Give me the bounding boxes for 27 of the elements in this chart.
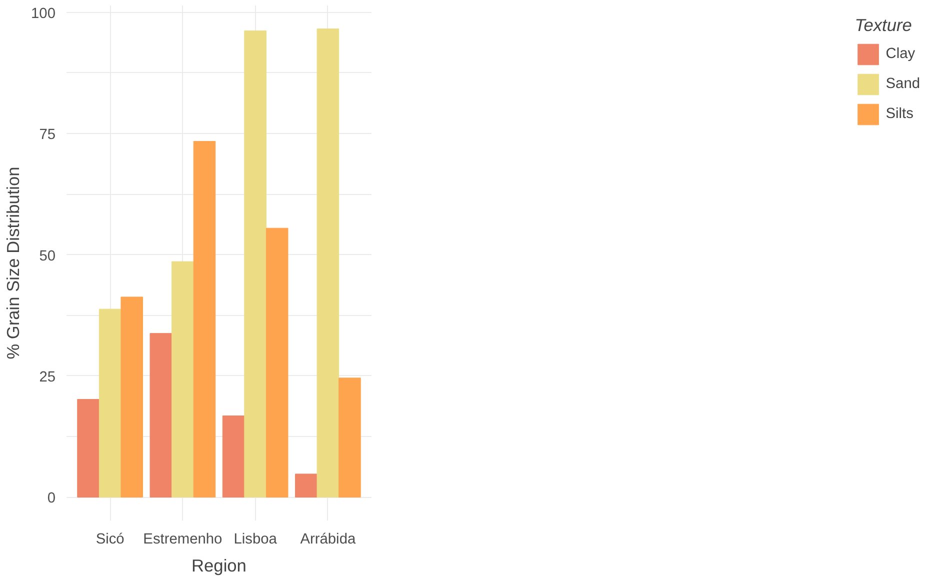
bar (172, 261, 194, 498)
y-tick-label: 0 (47, 490, 56, 507)
legend-label: Silts (886, 106, 914, 122)
legend-title: Texture (854, 15, 913, 36)
bar (266, 228, 288, 498)
bar (222, 416, 245, 498)
legend-label: Clay (886, 46, 916, 62)
y-tick-label: 100 (31, 6, 56, 22)
y-tick-label: 50 (39, 248, 56, 264)
bar (150, 333, 172, 498)
x-tick-label: Sicó (96, 532, 124, 548)
bar (120, 296, 143, 498)
bar (338, 378, 361, 498)
bar (244, 30, 266, 498)
x-tick-label: Estremenho (143, 532, 222, 548)
bar (316, 28, 340, 498)
y-tick-label: 75 (39, 127, 56, 144)
bar (77, 399, 100, 498)
y-tick-label: 25 (39, 369, 56, 386)
legend-label: Sand (886, 76, 920, 92)
bar (98, 308, 122, 498)
bar (295, 474, 318, 498)
x-axis-title: Region (192, 556, 246, 576)
y-axis-title: % Grain Size Distribution (3, 166, 24, 360)
bar (193, 141, 216, 498)
x-tick-label: Lisboa (234, 532, 278, 548)
x-tick-label: Arrábida (300, 532, 356, 548)
